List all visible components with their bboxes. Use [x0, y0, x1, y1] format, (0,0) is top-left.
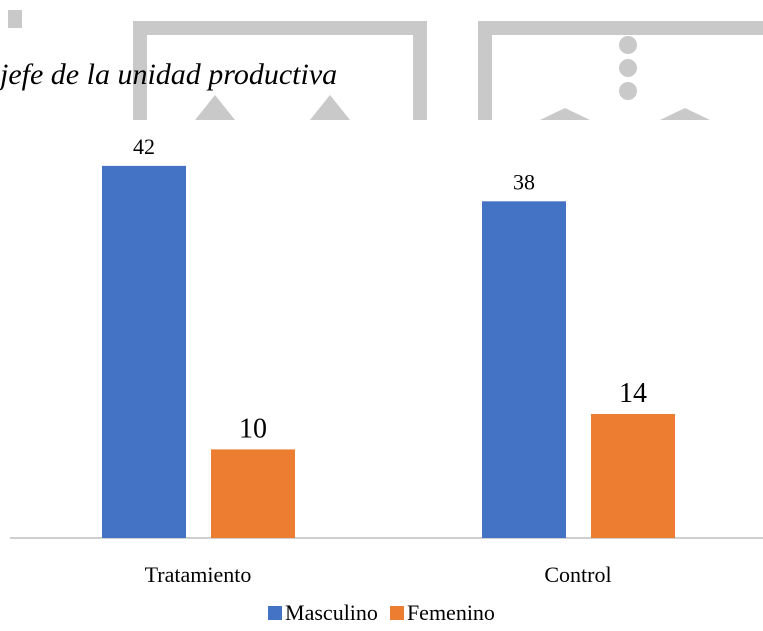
legend-label-femenino: Femenino — [406, 600, 495, 625]
x-tick-label-tratamiento: Tratamiento — [145, 562, 252, 587]
data-label-masculino-tratamiento: 42 — [133, 134, 155, 159]
legend-item-femenino: Femenino — [389, 600, 495, 626]
chart-caption: jefe de la unidad productiva — [0, 58, 338, 91]
bar-masculino-tratamiento — [102, 165, 186, 538]
data-label-femenino-tratamiento: 10 — [239, 413, 267, 444]
x-tick-label-control: Control — [544, 562, 611, 587]
legend-swatch-femenino — [389, 606, 404, 620]
data-label-femenino-control: 14 — [619, 378, 647, 409]
x-tick-labels-group: Tratamiento Control — [145, 562, 612, 587]
legend-item-masculino: Masculino — [268, 600, 378, 626]
data-labels-group: 42 38 10 14 — [133, 134, 647, 445]
data-label-masculino-control: 38 — [513, 169, 535, 194]
legend: Masculino Femenino — [0, 600, 763, 626]
bar-femenino-tratamiento — [211, 449, 295, 538]
bar-chart: 42 38 10 14 Tratamiento Control — [10, 134, 763, 587]
watermark-logo — [8, 10, 763, 120]
legend-label-masculino: Masculino — [285, 600, 378, 625]
legend-swatch-masculino — [268, 606, 283, 620]
bars-group — [102, 165, 675, 538]
bar-femenino-control — [591, 413, 675, 538]
bar-masculino-control — [482, 201, 566, 538]
